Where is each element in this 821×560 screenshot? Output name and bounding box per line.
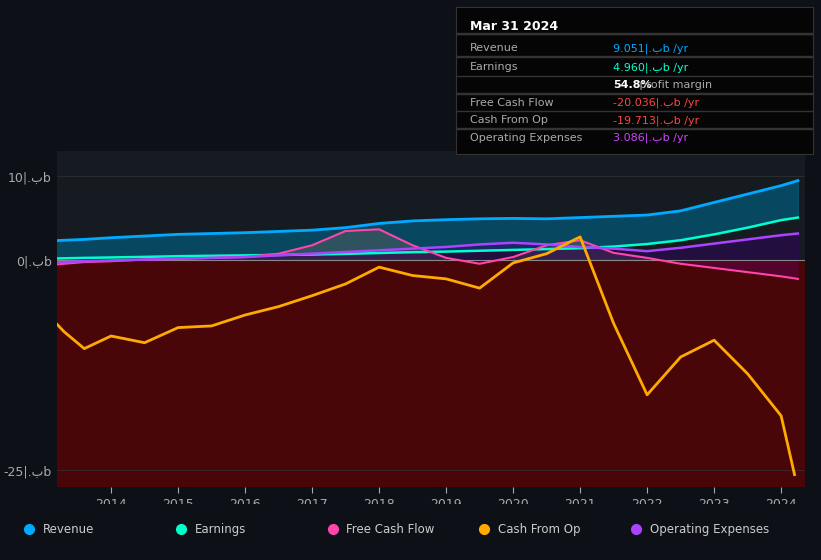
Bar — [456, 33, 813, 34]
Text: Cash From Op: Cash From Op — [470, 115, 548, 125]
Text: 4.960|.بb /yr: 4.960|.بb /yr — [612, 62, 688, 73]
Text: -20.036|.بb /yr: -20.036|.بb /yr — [612, 97, 699, 108]
Text: Mar 31 2024: Mar 31 2024 — [470, 21, 558, 34]
Text: Earnings: Earnings — [195, 522, 246, 536]
Text: Free Cash Flow: Free Cash Flow — [470, 97, 553, 108]
Text: -19.713|.بb /yr: -19.713|.بb /yr — [612, 115, 699, 125]
Bar — [57, 260, 805, 487]
Text: Cash From Op: Cash From Op — [498, 522, 580, 536]
Text: Operating Expenses: Operating Expenses — [470, 133, 582, 143]
Bar — [456, 128, 813, 129]
Text: 9.051|.بb /yr: 9.051|.بb /yr — [612, 43, 688, 54]
Text: Operating Expenses: Operating Expenses — [650, 522, 769, 536]
Text: Earnings: Earnings — [470, 62, 518, 72]
Bar — [456, 93, 813, 94]
Text: Revenue: Revenue — [43, 522, 94, 536]
Text: 3.086|.بb /yr: 3.086|.بb /yr — [612, 133, 688, 143]
Text: 54.8%: 54.8% — [612, 80, 651, 90]
Text: Free Cash Flow: Free Cash Flow — [346, 522, 435, 536]
Text: Revenue: Revenue — [470, 43, 519, 53]
Text: profit margin: profit margin — [636, 80, 712, 90]
